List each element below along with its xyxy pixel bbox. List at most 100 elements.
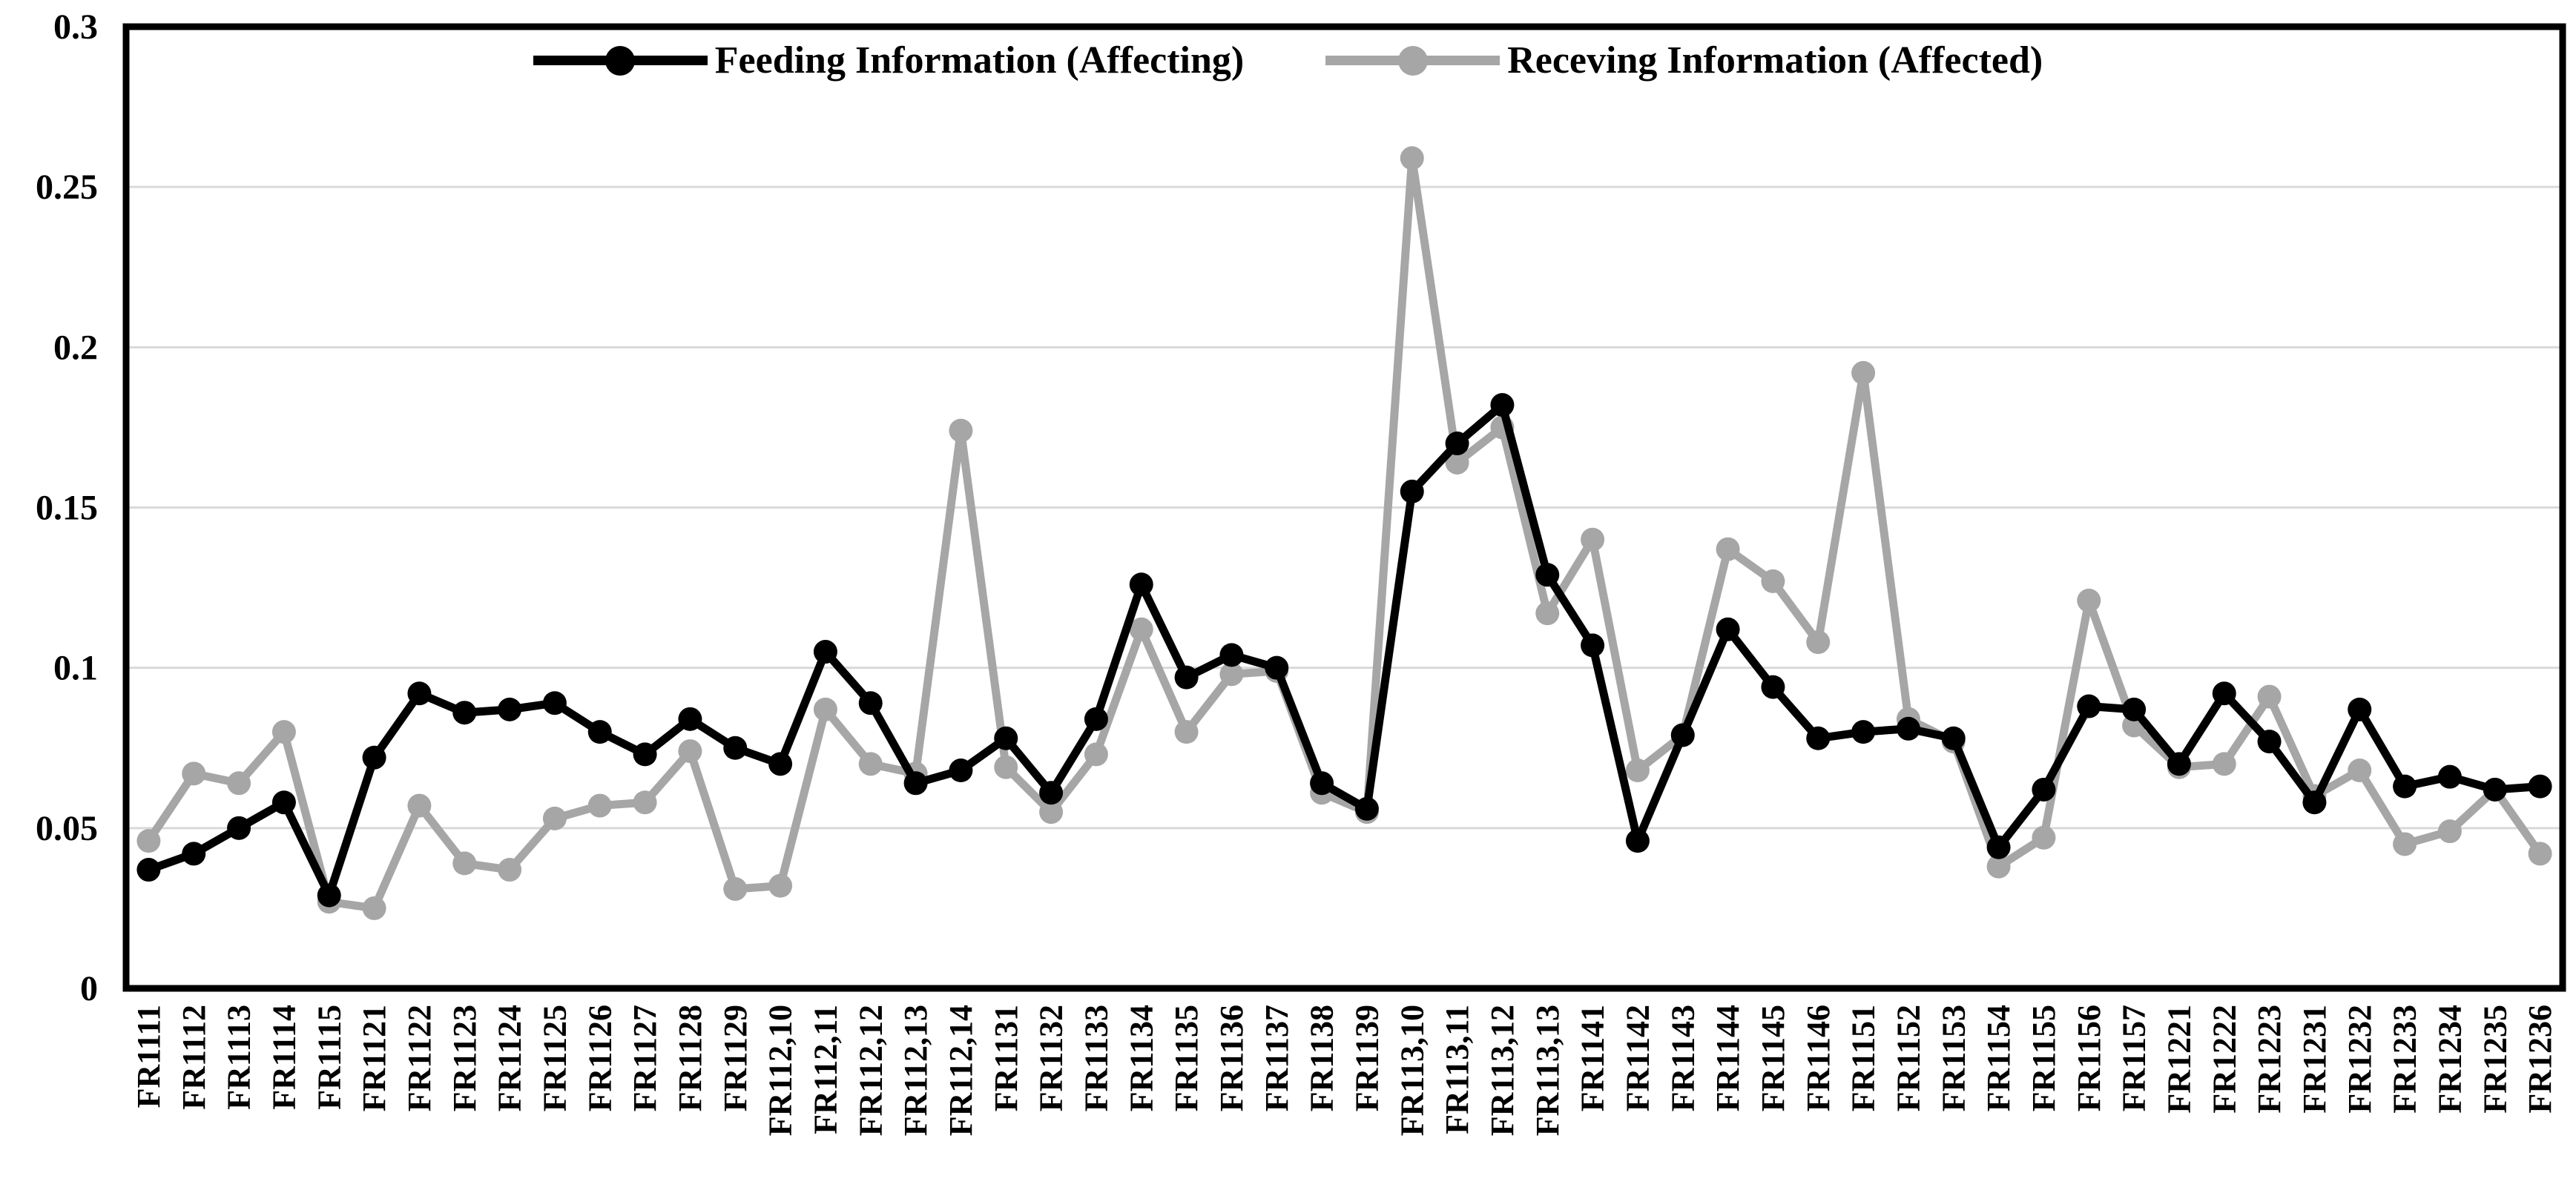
x-category-label: FR1153 xyxy=(1935,1005,1971,1111)
y-tick-label: 0.2 xyxy=(53,328,98,367)
marker-feeding-FR113,11 xyxy=(1445,432,1469,456)
x-category-label: FR1155 xyxy=(2026,1005,2062,1111)
marker-feeding-FR1111 xyxy=(136,858,161,882)
marker-feeding-FR112,12 xyxy=(858,691,883,716)
marker-feeding-FR1156 xyxy=(2077,694,2101,718)
x-category-label: FR1156 xyxy=(2071,1005,2107,1111)
marker-feeding-FR112,14 xyxy=(949,759,973,783)
x-category-label: FR1136 xyxy=(1213,1005,1250,1111)
plot-border xyxy=(122,23,2566,992)
marker-receiving-FR1126 xyxy=(587,793,612,818)
marker-feeding-FR1138 xyxy=(1310,771,1334,796)
marker-feeding-FR1231 xyxy=(2302,790,2327,815)
marker-receiving-FR1155 xyxy=(2032,825,2056,850)
x-category-label: FR1135 xyxy=(1168,1005,1205,1111)
marker-feeding-FR1134 xyxy=(1129,572,1153,597)
marker-receiving-FR1146 xyxy=(1806,630,1831,655)
marker-feeding-FR1155 xyxy=(2032,777,2056,802)
marker-feeding-FR1122 xyxy=(407,681,432,706)
y-tick-label: 0.15 xyxy=(36,489,98,528)
x-category-label: FR1145 xyxy=(1755,1005,1791,1111)
marker-feeding-FR1142 xyxy=(1625,829,1650,853)
marker-feeding-FR1133 xyxy=(1084,707,1108,731)
marker-feeding-FR1145 xyxy=(1761,675,1785,699)
x-category-label: FR1151 xyxy=(1845,1005,1882,1111)
marker-receiving-FR1142 xyxy=(1625,759,1650,783)
marker-feeding-FR1157 xyxy=(2122,697,2147,721)
marker-feeding-FR1114 xyxy=(271,790,296,815)
x-category-label: FR1232 xyxy=(2342,1005,2378,1114)
x-category-label: FR1234 xyxy=(2431,1005,2468,1114)
marker-feeding-FR1152 xyxy=(1896,716,1920,741)
x-category-label: FR1231 xyxy=(2296,1005,2333,1114)
x-category-label: FR1137 xyxy=(1259,1005,1295,1111)
x-category-label: FR1154 xyxy=(1980,1005,2017,1111)
marker-feeding-FR113,12 xyxy=(1490,393,1515,417)
marker-receiving-FR1125 xyxy=(542,806,567,830)
marker-receiving-FR1133 xyxy=(1084,742,1108,767)
marker-feeding-FR112,11 xyxy=(813,640,837,664)
marker-receiving-FR112,12 xyxy=(858,752,883,776)
x-category-label: FR1152 xyxy=(1890,1005,1926,1111)
marker-receiving-FR1121 xyxy=(362,896,386,920)
x-category-label: FR1112 xyxy=(176,1005,212,1110)
x-category-label: FR1127 xyxy=(627,1005,663,1111)
marker-receiving-FR1222 xyxy=(2212,752,2236,776)
marker-feeding-FR1123 xyxy=(452,701,477,725)
marker-feeding-FR1112 xyxy=(182,842,206,866)
x-category-label: FR1157 xyxy=(2116,1005,2152,1111)
x-category-label: FR1138 xyxy=(1304,1005,1340,1111)
x-category-label: FR1144 xyxy=(1710,1005,1746,1111)
marker-receiving-FR1135 xyxy=(1174,720,1199,744)
x-category-label: FR1133 xyxy=(1078,1005,1114,1111)
x-category-label: FR1132 xyxy=(1033,1005,1070,1111)
x-category-label: FR1223 xyxy=(2251,1005,2287,1114)
marker-receiving-FR1111 xyxy=(136,829,161,853)
x-category-label: FR1131 xyxy=(988,1005,1024,1111)
marker-receiving-FR1129 xyxy=(723,876,748,901)
x-category-label: FR1115 xyxy=(311,1005,347,1110)
marker-receiving-FR1127 xyxy=(633,790,657,815)
marker-feeding-FR1146 xyxy=(1806,726,1831,750)
marker-feeding-FR1144 xyxy=(1716,617,1740,641)
marker-receiving-FR1134 xyxy=(1129,617,1153,641)
marker-receiving-FR1124 xyxy=(498,858,522,882)
marker-feeding-FR1154 xyxy=(1986,835,2011,859)
marker-feeding-FR1127 xyxy=(633,742,657,767)
marker-feeding-FR1124 xyxy=(498,697,522,721)
x-category-label: FR1125 xyxy=(536,1005,573,1111)
x-category-label: FR1221 xyxy=(2161,1005,2197,1114)
x-category-label: FR1146 xyxy=(1800,1005,1837,1111)
marker-feeding-FR1129 xyxy=(723,736,748,760)
x-category-label: FR1126 xyxy=(582,1005,618,1111)
marker-receiving-FR1232 xyxy=(2348,759,2372,783)
x-category-label: FR1142 xyxy=(1619,1005,1656,1111)
marker-receiving-FR1114 xyxy=(271,720,296,744)
x-category-label: FR1139 xyxy=(1348,1005,1385,1111)
x-category-label: FR1236 xyxy=(2522,1005,2558,1114)
marker-feeding-FR1113 xyxy=(227,816,251,840)
marker-receiving-FR1154 xyxy=(1986,854,2011,879)
marker-feeding-FR1141 xyxy=(1581,633,1605,658)
x-category-label: FR113,12 xyxy=(1484,1005,1521,1136)
marker-feeding-FR1233 xyxy=(2393,774,2417,799)
marker-receiving-FR1128 xyxy=(678,739,702,764)
marker-receiving-FR1112 xyxy=(182,761,206,786)
marker-feeding-FR1136 xyxy=(1219,643,1244,667)
marker-feeding-FR1232 xyxy=(2348,697,2372,721)
x-category-label: FR1114 xyxy=(266,1005,302,1110)
marker-receiving-FR113,11 xyxy=(1445,450,1469,475)
x-category-label: FR113,13 xyxy=(1529,1005,1566,1136)
marker-receiving-FR1234 xyxy=(2437,819,2462,844)
x-category-label: FR1113 xyxy=(221,1005,257,1110)
x-category-label: FR1122 xyxy=(401,1005,438,1111)
x-category-label: FR112,14 xyxy=(943,1005,979,1136)
marker-receiving-FR113,10 xyxy=(1400,146,1424,171)
marker-receiving-FR1113 xyxy=(227,771,251,796)
marker-feeding-FR1236 xyxy=(2528,774,2552,799)
marker-receiving-FR112,11 xyxy=(813,697,837,721)
marker-receiving-FR112,14 xyxy=(949,418,973,443)
x-category-label: FR1128 xyxy=(672,1005,708,1111)
x-category-label: FR112,10 xyxy=(762,1005,799,1136)
